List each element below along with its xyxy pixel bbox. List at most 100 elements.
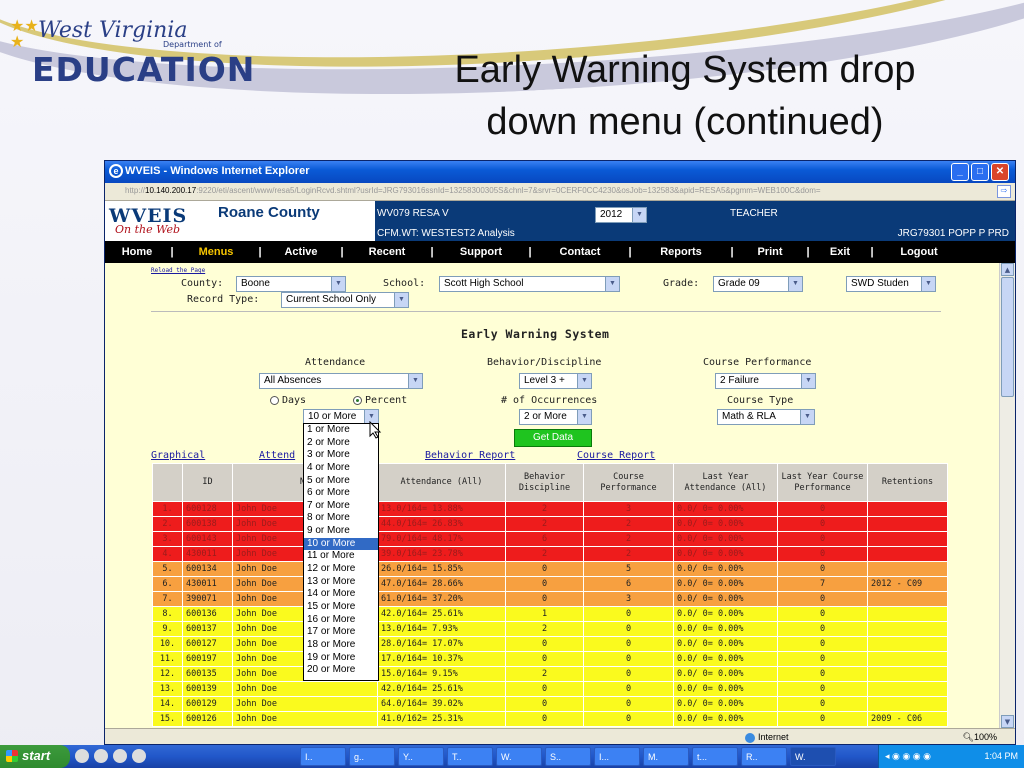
scroll-up-icon[interactable]: ▲ (1001, 263, 1014, 276)
cell-ly-course: 7 (777, 576, 868, 592)
cell-course: 2 (583, 516, 674, 532)
quick-launch-icon[interactable] (132, 749, 146, 763)
taskbar-task[interactable]: g.. (349, 747, 395, 766)
course-report-link[interactable]: Course Report (577, 450, 656, 461)
cell-ly-course: 0 (777, 531, 868, 547)
taskbar-task[interactable]: t... (692, 747, 738, 766)
nav-recent[interactable]: Recent (368, 246, 406, 258)
graphical-link[interactable]: Graphical (151, 450, 206, 461)
user-label: JRG79301 POPP P PRD (897, 228, 1009, 239)
cell-attendance: 28.0/164= 17.07% (377, 636, 506, 652)
attendance-select[interactable]: All Absences ▼ (259, 373, 423, 389)
attendance-report-link[interactable]: Attend (259, 450, 296, 461)
vertical-scrollbar[interactable]: ▲ ▼ (999, 263, 1015, 728)
days-radio[interactable]: Days (270, 395, 306, 406)
year-select[interactable]: 2012 ▼ (595, 207, 647, 223)
divider (151, 311, 941, 312)
occurrences-select[interactable]: 2 or More ▼ (519, 409, 592, 425)
nav-menus[interactable]: Menus (198, 246, 234, 258)
taskbar-task[interactable]: M. (643, 747, 689, 766)
dropdown-option[interactable]: 18 or More (307, 638, 356, 650)
threshold-dropdown-list: 1 or More 2 or More 3 or More 4 or More 5 or… (303, 423, 379, 681)
dropdown-option[interactable]: 15 or More (307, 600, 356, 612)
dropdown-option[interactable]: 8 or More (307, 512, 350, 524)
dropdown-option[interactable]: 9 or More (307, 525, 350, 537)
nav-print[interactable]: Print (757, 246, 783, 258)
taskbar-task[interactable]: T.. (447, 747, 493, 766)
start-button[interactable]: start (0, 745, 70, 768)
dropdown-option[interactable]: 3 or More (307, 449, 350, 461)
course-type-select[interactable]: Math & RLA ▼ (717, 409, 815, 425)
get-data-button[interactable]: Get Data (514, 429, 592, 447)
dropdown-option[interactable]: 7 or More (307, 499, 350, 511)
county-select[interactable]: Boone ▼ (236, 276, 346, 292)
cell-course: 3 (583, 591, 674, 607)
threshold-select-value: 10 or More (308, 411, 357, 422)
address-bar[interactable]: http://10.140.200.17:9220/eti/ascent/www… (105, 183, 1015, 201)
cell-id: 600197 (182, 651, 233, 667)
nav-home[interactable]: Home (121, 246, 153, 258)
quick-launch-icon[interactable] (113, 749, 127, 763)
cell-id: 600143 (182, 531, 233, 547)
resa-label: WV079 RESA V (377, 208, 449, 219)
nav-active[interactable]: Active (284, 246, 318, 258)
cell-id: 600136 (182, 606, 233, 622)
dropdown-option[interactable]: 14 or More (307, 588, 356, 600)
taskbar-task[interactable]: I... (594, 747, 640, 766)
dropdown-option[interactable]: 19 or More (307, 651, 356, 663)
window-titlebar[interactable]: e WVEIS - Windows Internet Explorer _ □ … (105, 161, 1015, 183)
nav-exit[interactable]: Exit (829, 246, 851, 258)
maximize-button[interactable]: □ (971, 163, 989, 181)
school-select-value: Scott High School (444, 278, 524, 289)
taskbar-task[interactable]: S.. (545, 747, 591, 766)
col-header-course: Course Performance (583, 463, 674, 502)
cell-ly-course: 0 (777, 561, 868, 577)
zoom-control[interactable]: 🔍︎100% (963, 732, 997, 743)
scroll-down-icon[interactable]: ▼ (1001, 715, 1014, 728)
reload-link[interactable]: Reload the Page (151, 267, 206, 274)
dropdown-option[interactable]: 17 or More (307, 626, 356, 638)
cell-course: 6 (583, 576, 674, 592)
scroll-thumb[interactable] (1001, 277, 1014, 397)
school-select[interactable]: Scott High School ▼ (439, 276, 620, 292)
swd-select[interactable]: SWD Studen ▼ (846, 276, 936, 292)
dropdown-option[interactable]: 10 or More (304, 537, 378, 551)
course-performance-select[interactable]: 2 Failure ▼ (715, 373, 816, 389)
course-performance-select-value: 2 Failure (720, 375, 759, 386)
dropdown-option[interactable]: 13 or More (307, 575, 356, 587)
dropdown-option[interactable]: 6 or More (307, 487, 350, 499)
dropdown-option[interactable]: 4 or More (307, 461, 350, 473)
quick-launch-icon[interactable] (75, 749, 89, 763)
nav-reports[interactable]: Reports (660, 246, 702, 258)
nav-contact[interactable]: Contact (559, 246, 601, 258)
minimize-button[interactable]: _ (951, 163, 969, 181)
taskbar-task[interactable]: W. (790, 747, 836, 766)
dropdown-option[interactable]: 20 or More (307, 664, 356, 676)
dropdown-option[interactable]: 1 or More (307, 424, 350, 435)
dropdown-option[interactable]: 16 or More (307, 613, 356, 625)
taskbar-task[interactable]: R.. (741, 747, 787, 766)
record-type-select[interactable]: Current School Only ▼ (281, 292, 409, 308)
behavior-report-link[interactable]: Behavior Report (425, 450, 516, 461)
percent-radio[interactable]: Percent (353, 395, 407, 406)
behavior-select[interactable]: Level 3 + ▼ (519, 373, 592, 389)
go-icon[interactable]: ⇨ (997, 185, 1011, 198)
close-button[interactable]: ✕ (991, 163, 1009, 181)
cell-id: 430011 (182, 546, 233, 562)
dropdown-option[interactable]: 5 or More (307, 474, 350, 486)
dropdown-option[interactable]: 2 or More (307, 436, 350, 448)
nav-support[interactable]: Support (459, 246, 503, 258)
nav-logout[interactable]: Logout (900, 246, 938, 258)
cell-ly-attendance: 0.0/ 0= 0.00% (673, 711, 778, 727)
grade-select[interactable]: Grade 09 ▼ (713, 276, 803, 292)
taskbar-task[interactable]: I.. (300, 747, 346, 766)
dropdown-option[interactable]: 11 or More (307, 550, 355, 562)
taskbar-task[interactable]: Y.. (398, 747, 444, 766)
ews-table: ID Na Attendance (All) Behavior Discipli… (152, 463, 948, 727)
chevron-down-icon: ▼ (408, 374, 422, 388)
cell-attendance: 79.0/164= 48.17% (377, 531, 506, 547)
taskbar-task[interactable]: W. (496, 747, 542, 766)
dropdown-option[interactable]: 12 or More (307, 563, 356, 575)
zoom-level: 100% (973, 732, 997, 742)
quick-launch-icon[interactable] (94, 749, 108, 763)
